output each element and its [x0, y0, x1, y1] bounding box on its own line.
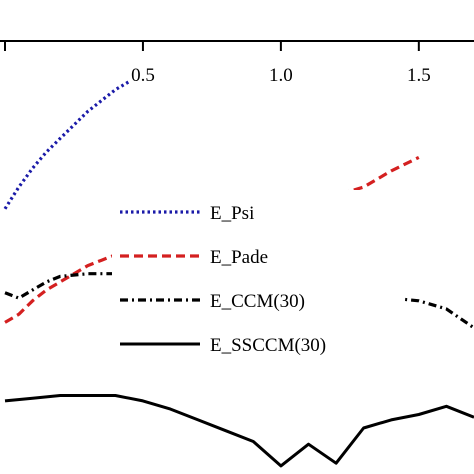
legend: E_Psi E_Pade E_CCM(30) E_SSCCM(30)	[112, 190, 402, 372]
series-line-e-ccm-30	[4, 272, 474, 330]
series-line-e-ssccm-30	[4, 394, 474, 468]
legend-label: E_SSCCM(30)	[210, 335, 326, 356]
x-axis: 0.5 1.0 1.5	[0, 40, 474, 86]
x-tick-label: 1.0	[269, 65, 293, 86]
x-tick-label: 1.5	[407, 65, 431, 86]
legend-label: E_CCM(30)	[210, 291, 305, 312]
series-line-e-psi	[3, 80, 130, 210]
legend-background	[112, 190, 402, 372]
legend-label: E_Pade	[210, 247, 268, 268]
legend-label: E_Psi	[210, 203, 254, 224]
x-tick-label: 0.5	[131, 65, 155, 86]
